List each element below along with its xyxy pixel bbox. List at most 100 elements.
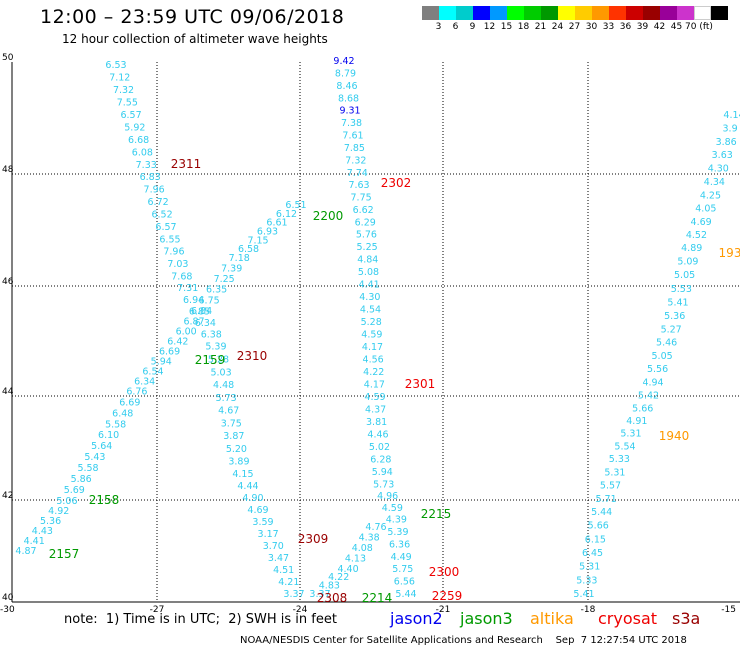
wave-height-value: 5.31: [579, 562, 600, 573]
wave-height-value: 8.46: [336, 81, 357, 92]
legend-swatch: [507, 6, 524, 20]
wave-height-value: 5.31: [604, 467, 625, 478]
wave-height-value: 4.83: [319, 581, 340, 592]
legend-tick-label: 36: [619, 22, 632, 32]
credit-line: NOAA/NESDIS Center for Satellite Applica…: [240, 635, 687, 646]
pass-time-label: 2214: [362, 591, 393, 605]
legend-tick-label: 30: [585, 22, 598, 32]
wave-height-value: 5.66: [588, 521, 609, 532]
wave-height-value: 7.68: [171, 272, 192, 283]
wave-height-value: 6.84: [191, 306, 212, 317]
wave-height-value: 4.52: [686, 230, 707, 241]
wave-height-value: 6.94: [183, 295, 204, 306]
legend-tick-label: 27: [568, 22, 581, 32]
pass-time-label: 2302: [381, 176, 412, 190]
pass-time-label: 2310: [237, 349, 268, 363]
wave-height-value: 4.08: [352, 543, 373, 554]
legend-tick-label: 45: [670, 22, 683, 32]
legend-swatch: [575, 6, 592, 20]
wave-height-value: 4.25: [700, 190, 721, 201]
wave-height-value: 7.25: [214, 274, 235, 285]
satellite-legend-s3a: s3a: [672, 609, 701, 628]
pass-time-label: 2311: [171, 157, 202, 171]
legend-swatch: [609, 6, 626, 20]
wave-height-value: 4.69: [247, 505, 268, 516]
wave-height-value: 5.73: [216, 393, 237, 404]
wave-height-value: 4.67: [218, 406, 239, 417]
wave-height-value: 5.05: [674, 270, 695, 281]
wave-height-value: 5.03: [210, 367, 231, 378]
wave-height-value: 7.15: [247, 235, 268, 246]
wave-height-value: 4.87: [15, 546, 36, 557]
pass-time-label: 1940: [659, 429, 690, 443]
wave-height-value: 6.12: [276, 209, 297, 220]
legend-swatch: [592, 6, 609, 20]
legend-tick-label: 39: [636, 22, 649, 32]
wave-height-value: 6.34: [134, 376, 155, 387]
wave-height-value: 4.41: [359, 280, 380, 291]
wave-height-value: 6.51: [285, 200, 306, 211]
wave-height-value: 7.12: [109, 72, 130, 83]
wave-height-value: 7.74: [347, 168, 368, 179]
wave-height-value: 7.61: [342, 131, 363, 142]
wave-height-value: 6.29: [355, 217, 376, 228]
longitude-label: -24: [293, 605, 308, 615]
wave-height-value: 7.32: [345, 155, 366, 166]
wave-height-value: 6.83: [140, 172, 161, 183]
legend-tick-label: 33: [602, 22, 615, 32]
wave-height-value: 4.44: [237, 481, 258, 492]
wave-height-value: 5.39: [387, 527, 408, 538]
wave-height-value: 9.42: [333, 56, 354, 67]
wave-height-value: 5.28: [208, 355, 229, 366]
wave-height-value: 3.17: [258, 529, 279, 540]
wave-height-value: 7.18: [229, 253, 250, 264]
legend-swatch: [660, 6, 677, 20]
legend-swatch: [490, 6, 507, 20]
wave-height-value: 7.39: [221, 264, 242, 275]
wave-height-value: 6.54: [142, 366, 163, 377]
wave-height-value: 3.37: [309, 589, 330, 600]
satellite-legend-altika: altika: [530, 609, 574, 628]
wave-height-value: 5.92: [124, 122, 145, 133]
legend-swatch: [558, 6, 575, 20]
legend-swatch: [473, 6, 490, 20]
wave-height-value: 4.37: [365, 405, 386, 416]
wave-height-value: 4.41: [24, 536, 45, 547]
wave-height-value: 7.63: [348, 180, 369, 191]
legend-swatch: [524, 6, 541, 20]
pass-time-label: 193: [719, 246, 740, 260]
wave-height-value: 3.89: [228, 457, 249, 468]
wave-height-value: 4.05: [695, 204, 716, 215]
wave-height-value: 5.02: [369, 442, 390, 453]
wave-height-value: 5.54: [614, 441, 635, 452]
wave-height-value: 6.72: [148, 197, 169, 208]
wave-height-value: 5.41: [573, 589, 594, 600]
wave-height-value: 4.54: [360, 305, 381, 316]
wave-height-value: 4.84: [357, 255, 378, 266]
wave-height-value: 4.15: [232, 469, 253, 480]
wave-height-value: 4.22: [363, 367, 384, 378]
pass-time-label: 2301: [405, 377, 436, 391]
wave-height-value: 4.89: [681, 243, 702, 254]
wave-height-value: 3.63: [712, 150, 733, 161]
legend-swatch: [439, 6, 456, 20]
wave-height-value: 5.06: [56, 496, 77, 507]
wave-height-value: 3.70: [263, 541, 284, 552]
longitude-label: -21: [436, 605, 451, 615]
wave-height-value: 4.92: [48, 506, 69, 517]
wave-height-value: 6.10: [98, 430, 119, 441]
wave-height-value: 6.85: [189, 306, 210, 317]
wave-height-value: 4.22: [328, 572, 349, 583]
wave-height-value: 6.53: [105, 60, 126, 71]
latitude-label: 50: [2, 53, 14, 63]
wave-height-value: 3.9: [723, 123, 738, 134]
wave-height-value: 6.58: [238, 244, 259, 255]
satellite-legend-jason2: jason2: [390, 609, 443, 628]
legend-swatch: [677, 6, 694, 20]
wave-height-value: 6.69: [119, 398, 140, 409]
legend-swatch: [456, 6, 473, 20]
pass-time-label: 2215: [421, 507, 452, 521]
wave-height-value: 6.76: [126, 387, 147, 398]
longitude-label: -30: [0, 605, 15, 615]
